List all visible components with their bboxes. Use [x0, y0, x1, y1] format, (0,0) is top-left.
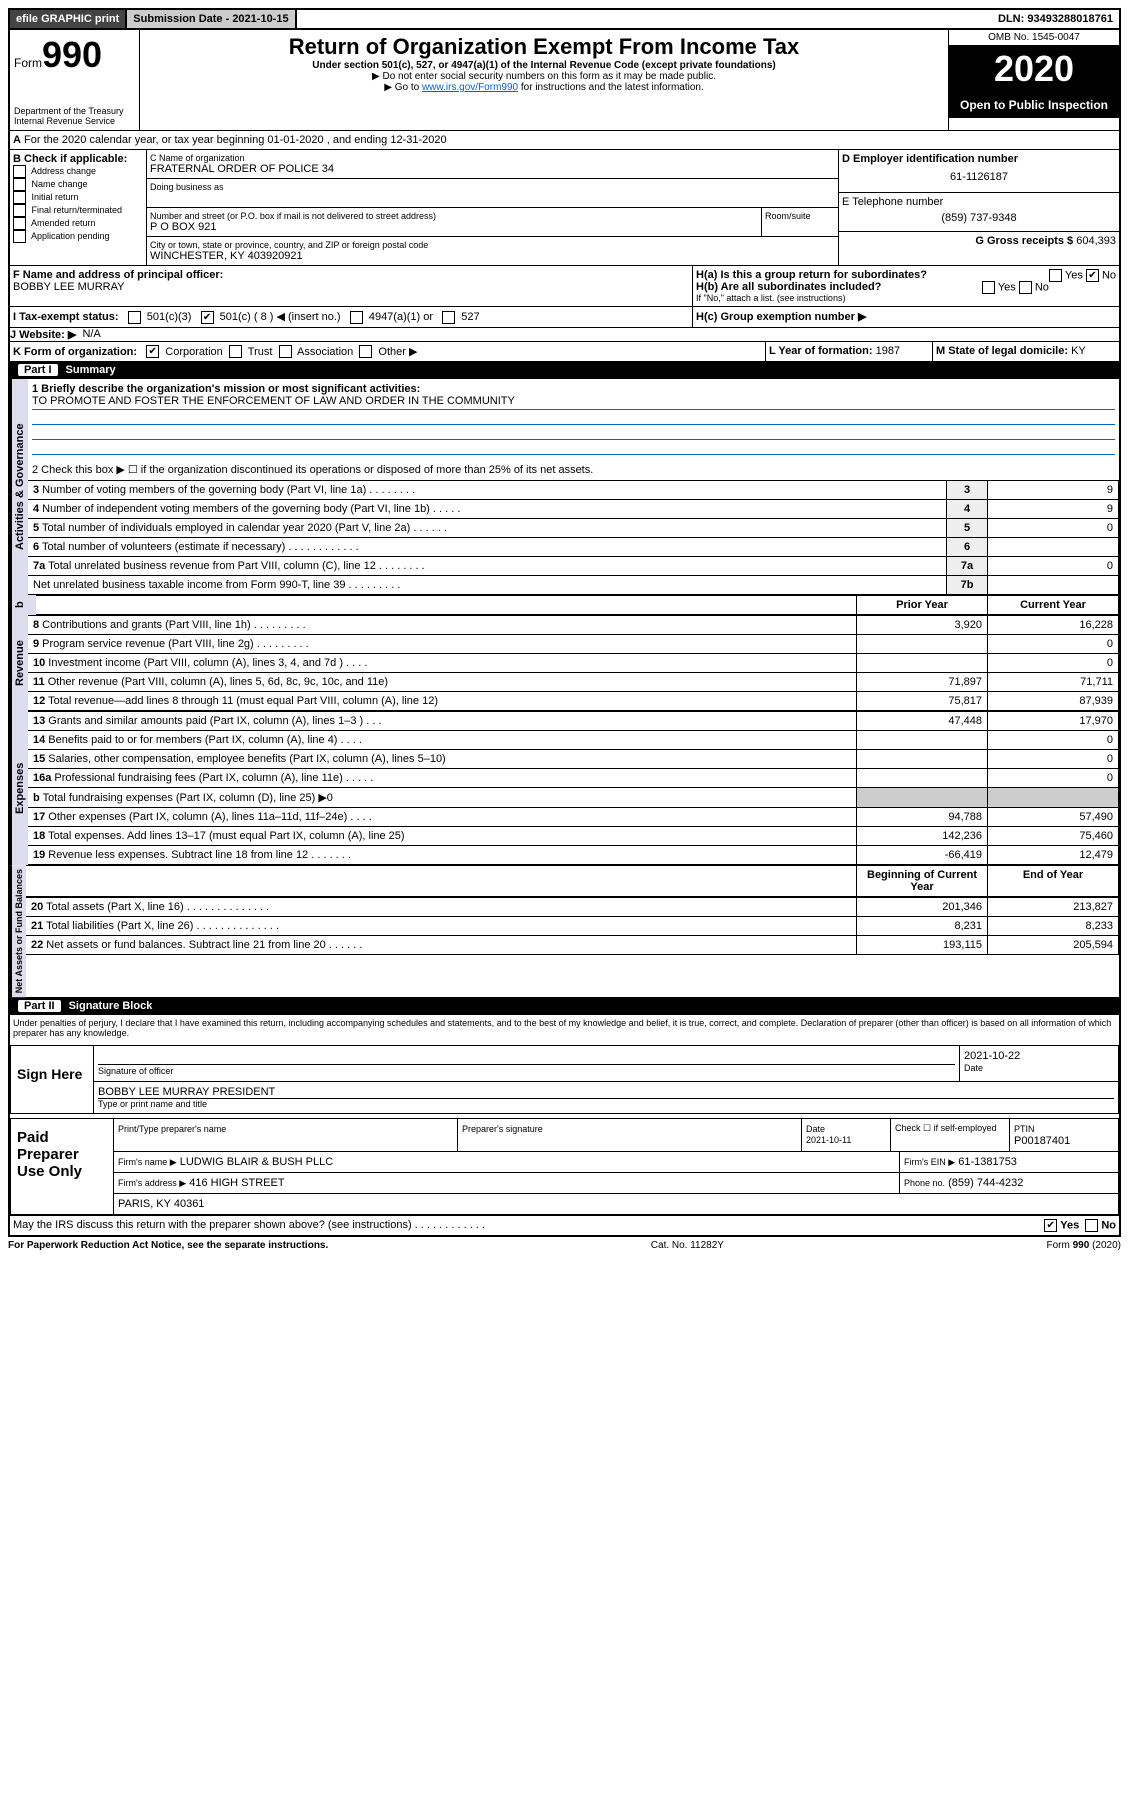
note-ssn: ▶ Do not enter social security numbers o… — [144, 71, 944, 82]
hb-note: If "No," attach a list. (see instruction… — [696, 293, 1116, 303]
officer-label: F Name and address of principal officer: — [13, 269, 223, 281]
gross-label: G Gross receipts $ — [975, 235, 1073, 247]
firm-name: LUDWIG BLAIR & BUSH PLLC — [180, 1156, 333, 1168]
form-title: Return of Organization Exempt From Incom… — [144, 34, 944, 60]
sign-here-label: Sign Here — [11, 1046, 93, 1113]
website-value: N/A — [82, 328, 100, 341]
firm-addr2: PARIS, KY 40361 — [114, 1194, 1118, 1214]
phone-label: E Telephone number — [842, 196, 943, 208]
cat-no: Cat. No. 11282Y — [651, 1240, 724, 1251]
rev-label: Revenue — [10, 615, 28, 711]
firm-addr1: 416 HIGH STREET — [189, 1177, 284, 1189]
officer-name-title: BOBBY LEE MURRAY PRESIDENT — [98, 1086, 1114, 1098]
gross-value: 604,393 — [1076, 235, 1116, 247]
k-option[interactable]: Other ▶ — [353, 346, 417, 358]
q2-text: 2 Check this box ▶ ☐ if the organization… — [28, 459, 1119, 480]
form-ref: Form 990 (2020) — [1047, 1240, 1121, 1251]
entity-block: B Check if applicable: Address change Na… — [10, 149, 1119, 265]
dba-label: Doing business as — [150, 182, 835, 192]
discuss-row: May the IRS discuss this return with the… — [10, 1215, 1119, 1235]
officer-name: BOBBY LEE MURRAY — [13, 281, 124, 293]
mission-text: TO PROMOTE AND FOSTER THE ENFORCEMENT OF… — [32, 395, 1115, 410]
form-word: Form — [14, 56, 42, 70]
city-value: WINCHESTER, KY 403920921 — [150, 250, 835, 262]
firm-phone: (859) 744-4232 — [948, 1177, 1023, 1189]
gov-label: Activities & Governance — [10, 379, 28, 595]
checkbox-item[interactable]: Amended return — [13, 217, 143, 230]
k-row: K Form of organization: ✔ Corporation Tr… — [10, 341, 1119, 362]
form-container: efile GRAPHIC print Submission Date - 20… — [8, 8, 1121, 1237]
ein-value: 61-1126187 — [842, 165, 1116, 189]
ptin-value: P00187401 — [1014, 1135, 1114, 1147]
dln-label: DLN: 93493288018761 — [992, 10, 1119, 28]
year-formation: 1987 — [876, 345, 900, 357]
sign-here-block: Sign Here Signature of officer 2021-10-2… — [10, 1045, 1119, 1114]
tax-status-row: I Tax-exempt status: 501(c)(3) ✔ 501(c) … — [10, 306, 1119, 327]
paid-preparer-block: Paid Preparer Use Only Print/Type prepar… — [10, 1118, 1119, 1215]
checkbox-item[interactable]: Final return/terminated — [13, 204, 143, 217]
exp-label: Expenses — [10, 711, 28, 865]
phone-value: (859) 737-9348 — [842, 208, 1116, 228]
k-option[interactable]: Trust — [223, 346, 273, 358]
paid-label: Paid Preparer Use Only — [11, 1119, 113, 1214]
name-label: C Name of organization — [150, 153, 835, 163]
q1-label: 1 Briefly describe the organization's mi… — [32, 383, 420, 395]
form-number: 990 — [42, 34, 102, 75]
k-option[interactable]: Association — [272, 346, 353, 358]
k-option[interactable]: ✔ Corporation — [140, 346, 223, 358]
omb-label: OMB No. 1545-0047 — [949, 30, 1119, 46]
pra-notice: For Paperwork Reduction Act Notice, see … — [8, 1240, 328, 1251]
part1-header: Part I Summary — [10, 361, 1119, 379]
net-label: Net Assets or Fund Balances — [10, 865, 26, 997]
city-label: City or town, state or province, country… — [150, 240, 835, 250]
period-row: A For the 2020 calendar year, or tax yea… — [10, 130, 1119, 149]
hb-label: H(b) Are all subordinates included? — [696, 281, 881, 293]
checkbox-item[interactable]: Name change — [13, 178, 143, 191]
street-label: Number and street (or P.O. box if mail i… — [150, 211, 758, 221]
irs-label: Internal Revenue Service — [14, 116, 135, 126]
ein-label: D Employer identification number — [842, 153, 1018, 165]
firm-ein: 61-1381753 — [958, 1156, 1017, 1168]
checkbox-item[interactable]: Initial return — [13, 191, 143, 204]
ha-label: H(a) Is this a group return for subordin… — [696, 269, 927, 281]
block-b-label: B Check if applicable: — [13, 153, 127, 165]
officer-block: F Name and address of principal officer:… — [10, 265, 1119, 306]
footer: For Paperwork Reduction Act Notice, see … — [8, 1237, 1121, 1254]
org-name: FRATERNAL ORDER OF POLICE 34 — [150, 163, 835, 175]
part2-header: Part II Signature Block — [10, 997, 1119, 1015]
efile-button[interactable]: efile GRAPHIC print — [10, 10, 125, 28]
checkbox-item[interactable]: Application pending — [13, 230, 143, 243]
website-row: J Website: ▶ N/A — [10, 327, 1119, 341]
submission-date-button[interactable]: Submission Date - 2021-10-15 — [125, 10, 296, 28]
domicile: KY — [1071, 345, 1086, 357]
note-link: ▶ Go to www.irs.gov/Form990 for instruct… — [144, 82, 944, 93]
tax-year: 2020 — [949, 46, 1119, 92]
b-label: b — [10, 595, 36, 615]
dept-label: Department of the Treasury — [14, 106, 135, 116]
checkbox-item[interactable]: Address change — [13, 165, 143, 178]
form-subtitle: Under section 501(c), 527, or 4947(a)(1)… — [144, 60, 944, 71]
street-value: P O BOX 921 — [150, 221, 758, 233]
top-bar: efile GRAPHIC print Submission Date - 20… — [10, 10, 1119, 30]
irs-link[interactable]: www.irs.gov/Form990 — [422, 82, 518, 93]
perjury-text: Under penalties of perjury, I declare th… — [10, 1015, 1119, 1041]
room-label: Room/suite — [762, 208, 838, 236]
header: Form990 Department of the Treasury Inter… — [10, 30, 1119, 130]
hc-label: H(c) Group exemption number ▶ — [696, 311, 866, 323]
open-public-label: Open to Public Inspection — [949, 92, 1119, 118]
